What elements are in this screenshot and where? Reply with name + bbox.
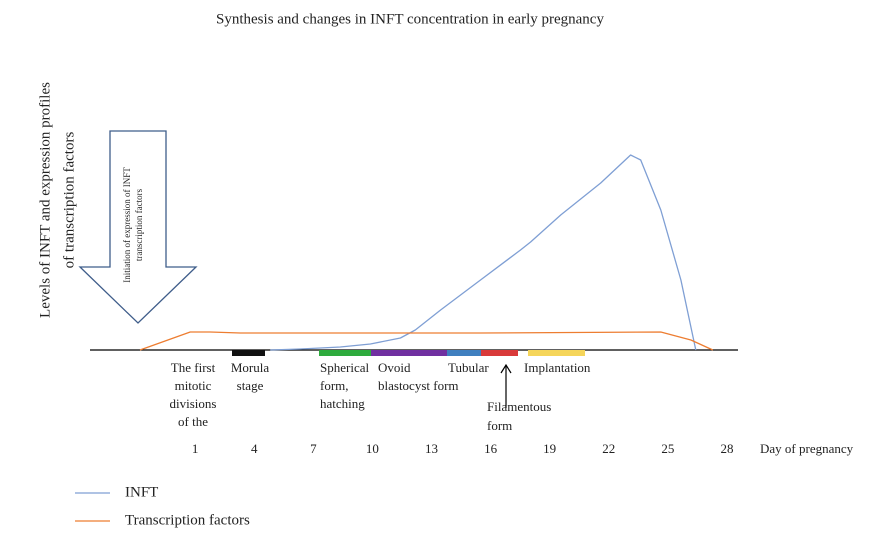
x-tick-label: 10 [366,441,379,456]
arrow-label: Initiation of expression of INFT [122,167,132,283]
stage-bar [232,350,265,356]
x-tick-label: 7 [310,441,317,456]
line-series [139,331,714,351]
stage-label: form, [320,378,349,393]
x-tick-label: 13 [425,441,438,456]
stage-label: Morula [231,360,270,375]
legend-label: Transcription factors [125,512,250,528]
stage-label: hatching [320,396,365,411]
x-tick-label: 25 [661,441,674,456]
stage-label: mitotic [175,378,212,393]
arrow-label: transcription factors [134,188,144,261]
stage-label: Filamentous [487,399,551,414]
stage-bar [481,350,518,356]
x-tick-label: 4 [251,441,258,456]
stage-label: divisions [170,396,217,411]
stage-label: of the [178,414,208,429]
y-axis-label: Levels of INFT and expression profiles [37,82,53,318]
stage-label: Tubular [448,360,489,375]
stage-label: form [487,418,512,433]
stage-label: The first [171,360,216,375]
x-axis-label: Day of pregnancy [760,441,854,456]
stage-bar [528,350,585,356]
stage-label: Ovoid [378,360,411,375]
initiation-arrow [78,130,198,324]
x-tick-label: 19 [543,441,556,456]
x-tick-label: 1 [192,441,199,456]
filament-arrow-head [500,363,512,374]
x-tick-label: 28 [720,441,733,456]
stage-label: blastocyst form [378,378,459,393]
chart-title: Synthesis and changes in INFT concentrat… [216,11,604,27]
stage-bar [319,350,371,356]
stage-bar [447,350,481,356]
stage-label: Spherical [320,360,369,375]
line-series [270,154,697,351]
y-axis-label: of transcription factors [61,132,77,269]
stage-label: Implantation [524,360,591,375]
x-tick-label: 16 [484,441,498,456]
legend-label: INFT [125,484,158,500]
stage-bar [371,350,447,356]
stage-label: stage [237,378,264,393]
x-tick-label: 22 [602,441,615,456]
